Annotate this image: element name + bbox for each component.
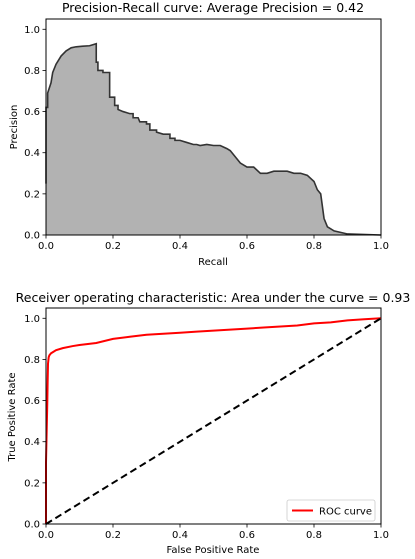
pr-chart-title: Precision-Recall curve: Average Precisio… xyxy=(62,0,364,15)
pr-x-tick-label: 0.0 xyxy=(38,241,54,252)
roc-x-tick-label: 0.4 xyxy=(172,530,188,541)
pr-y-tick-label: 0.8 xyxy=(24,66,40,77)
pr-y-tick-label: 0.4 xyxy=(24,148,40,159)
roc-chart-title: Receiver operating characteristic: Area … xyxy=(16,290,411,305)
roc-axes-frame xyxy=(45,307,382,525)
roc-curve-line xyxy=(45,317,382,524)
roc-y-tick-label: 0.8 xyxy=(24,355,40,366)
roc-y-tick-label: 0.2 xyxy=(24,478,40,489)
roc-y-tick-label: 0.0 xyxy=(24,520,40,531)
pr-x-tick-label: 0.2 xyxy=(105,241,121,252)
pr-chart: Precision-Recall curve: Average Precisio… xyxy=(9,0,389,268)
pr-y-ticks: 0.0 0.2 0.4 0.6 0.8 1.0 xyxy=(24,25,46,242)
roc-y-axis-label: True Positive Rate xyxy=(7,372,18,462)
pr-x-tick-label: 1.0 xyxy=(373,241,389,252)
pr-axes-frame xyxy=(45,18,382,236)
pr-y-tick-label: 0.6 xyxy=(24,107,40,118)
roc-legend: ROC curve xyxy=(286,499,376,522)
roc-y-tick-label: 1.0 xyxy=(24,314,40,325)
roc-y-tick-label: 0.6 xyxy=(24,396,40,407)
roc-x-tick-label: 0.2 xyxy=(105,530,121,541)
legend-box xyxy=(286,499,376,522)
pr-curve-line xyxy=(45,42,382,236)
pr-plot-area xyxy=(45,42,382,236)
roc-x-axis-label: False Positive Rate xyxy=(167,545,260,556)
roc-x-tick-label: 0.8 xyxy=(306,530,322,541)
roc-y-tick-label: 0.4 xyxy=(24,437,40,448)
roc-chance-diagonal-line xyxy=(45,317,382,525)
pr-x-tick-label: 0.4 xyxy=(172,241,188,252)
roc-x-tick-label: 0.6 xyxy=(239,530,255,541)
roc-x-tick-label: 1.0 xyxy=(373,530,389,541)
roc-y-ticks: 0.0 0.2 0.4 0.6 0.8 1.0 xyxy=(24,314,46,531)
pr-area-fill xyxy=(46,43,381,235)
roc-x-tick-label: 0.0 xyxy=(38,530,54,541)
pr-x-tick-label: 0.6 xyxy=(239,241,255,252)
roc-x-ticks: 0.0 0.2 0.4 0.6 0.8 1.0 xyxy=(38,524,389,541)
legend-roc-label: ROC curve xyxy=(319,507,372,518)
pr-y-tick-label: 1.0 xyxy=(24,25,40,36)
pr-y-tick-label: 0.0 xyxy=(24,231,40,242)
roc-plot-area xyxy=(45,317,382,525)
pr-x-ticks: 0.0 0.2 0.4 0.6 0.8 1.0 xyxy=(38,235,389,252)
pr-y-tick-label: 0.2 xyxy=(24,189,40,200)
pr-x-tick-label: 0.8 xyxy=(306,241,322,252)
roc-chart: Receiver operating characteristic: Area … xyxy=(7,290,410,556)
pr-x-axis-label: Recall xyxy=(198,257,228,268)
pr-y-axis-label: Precision xyxy=(9,105,20,150)
